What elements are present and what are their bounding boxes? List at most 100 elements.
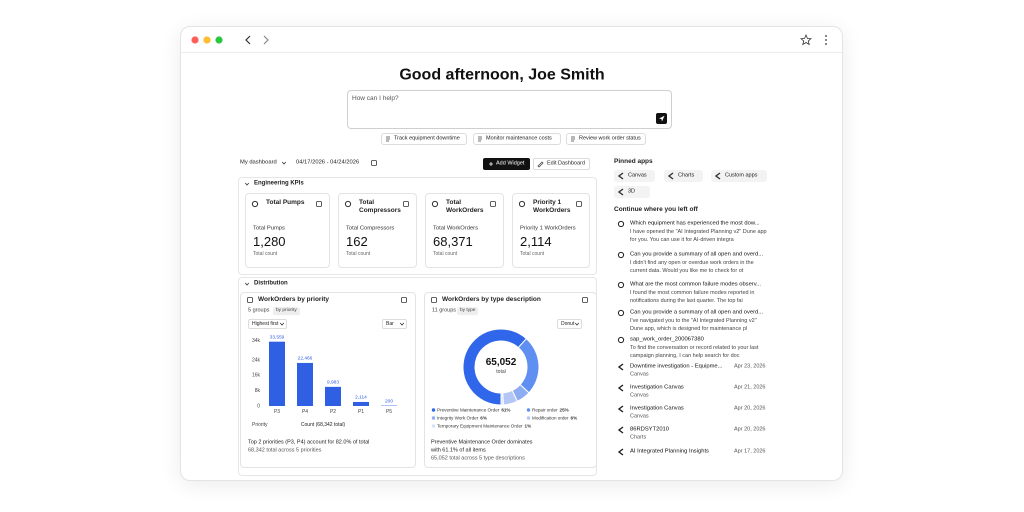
conversation-title: Which equipment has experienced the most…	[630, 220, 760, 227]
conversation-title: What are the most common failure modes o…	[630, 281, 762, 288]
add-widget-button[interactable]	[483, 158, 530, 170]
legend-value: 6%	[570, 415, 578, 421]
legend-entry: Integrity Work Order 6%	[437, 415, 487, 421]
suggestion-text: Monitor maintenance costs	[486, 135, 552, 142]
add-widget-label: Add Widget	[496, 160, 525, 167]
dropdown-label: Bar	[386, 321, 394, 327]
pinned-app-label: Custom apps	[725, 172, 758, 179]
item-date: Apr 23, 2026	[734, 363, 766, 370]
item-app: Canvas	[630, 371, 649, 378]
item-date: Apr 20, 2026	[734, 405, 766, 412]
legend-name: Temporary Equipment Maintenance Order	[437, 423, 523, 429]
conversation-snippet: To find the conversation or record relat…	[630, 345, 759, 359]
kpi-card[interactable]	[338, 193, 417, 268]
widget-note: Top 2 priorities (P3, P4) account for 82…	[248, 439, 370, 446]
kpi-card[interactable]	[245, 193, 330, 268]
send-button[interactable]	[656, 113, 667, 124]
prompt-box[interactable]	[347, 90, 672, 129]
donut-center-value: 65,052	[485, 357, 517, 368]
legend-entry: Modification order 6%	[532, 415, 577, 421]
suggestion-chip[interactable]	[381, 133, 467, 145]
conversation-title: Can you provide a summary of all open an…	[630, 251, 764, 258]
item-date: Apr 17, 2026	[734, 448, 766, 455]
section-title: Engineering KPIs	[254, 180, 304, 187]
edit-dashboard-button[interactable]	[533, 158, 590, 170]
conversation-snippet: I didn't find any open or overdue work o…	[630, 260, 754, 274]
item-app: Canvas	[630, 392, 649, 399]
item-app: Charts	[630, 434, 647, 441]
kpi-footer: Total count	[253, 251, 278, 257]
kpi-title: Total Compressors	[359, 199, 401, 214]
kpi-label: Total Compressors	[346, 225, 395, 232]
legend-name: Preventive Maintenance Order	[437, 407, 500, 413]
legend-value: 61%	[501, 407, 511, 413]
x-axis-title: Priority	[252, 422, 268, 428]
sidebar-heading: Pinned apps	[614, 158, 653, 166]
widget	[240, 292, 416, 468]
widget-subtitle: 5 groups	[248, 307, 270, 314]
dropdown-label: Highest first	[252, 321, 279, 327]
pinned-app-label: Canvas	[628, 172, 647, 179]
pinned-app[interactable]	[614, 170, 655, 182]
toolbar-divider	[181, 52, 842, 53]
kpi-title: Priority 1 WorkOrders	[533, 199, 571, 214]
dashboard-select: My dashboard	[240, 159, 277, 166]
widget-title: WorkOrders by priority	[258, 296, 330, 304]
prompt-placeholder: How can I help?	[352, 95, 399, 103]
kpi-value: 162	[346, 234, 368, 250]
item-title: AI Integrated Planning Insights	[630, 448, 709, 455]
suggestion-chip[interactable]	[473, 133, 561, 145]
item-date: Apr 21, 2026	[734, 384, 766, 391]
pinned-app[interactable]	[664, 170, 703, 182]
legend-entry: Preventive Maintenance Order 61%	[437, 407, 511, 413]
group-tag: by priority	[273, 307, 300, 315]
item-title: 86RDSYT2010	[630, 426, 669, 433]
pinned-app-label: 3D	[628, 188, 636, 195]
dropdown[interactable]	[382, 319, 407, 329]
suggestion-chip[interactable]	[566, 133, 646, 145]
widget-note: with 61.1% of all items	[431, 447, 486, 454]
edit-dashboard-label: Edit Dashboard	[547, 160, 585, 167]
kpi-footer: Total count	[433, 251, 458, 257]
conversation-snippet: I've navigated you to the "AI Integrated…	[630, 318, 757, 332]
kpi-value: 2,114	[520, 234, 552, 250]
greeting: Good afternoon, Joe Smith	[399, 66, 605, 84]
item-title: Investigation Canvas	[630, 405, 684, 412]
donut-center-label: total	[496, 369, 506, 375]
item-title: Downtime investigation - Equipme...	[630, 363, 723, 370]
dropdown-label: Donut	[561, 321, 575, 327]
widget	[424, 292, 597, 468]
legend-name: Integrity Work Order	[437, 415, 479, 421]
conversation-snippet: I found the most common failure modes re…	[630, 290, 755, 304]
sidebar-heading: Continue where you left off	[614, 206, 698, 214]
suggestion-text: Track equipment downtime	[394, 135, 460, 142]
dropdown[interactable]	[557, 319, 582, 329]
legend-name: Repair order	[532, 407, 558, 413]
kpi-footer: Total count	[520, 251, 545, 257]
kpi-title: Total WorkOrders	[446, 199, 484, 214]
widget-note: 68,342 total across 5 priorities	[248, 447, 322, 454]
widget-note: 65,052 total across 5 type descriptions	[431, 455, 525, 462]
kpi-title: Total Pumps	[266, 199, 305, 206]
conversation-snippet: I have opened the "AI Integrated Plannin…	[630, 229, 767, 243]
legend-name: Modification order	[532, 415, 569, 421]
dropdown[interactable]	[248, 319, 287, 329]
widget-note: Preventive Maintenance Order dominates	[431, 439, 533, 446]
kpi-card[interactable]	[425, 193, 504, 268]
section-title: Distribution	[254, 280, 288, 287]
legend-entry: Temporary Equipment Maintenance Order 1%	[437, 423, 531, 429]
kpi-card[interactable]	[512, 193, 590, 268]
conversation-title: Can you provide a summary of all open an…	[630, 309, 764, 316]
widget-title: WorkOrders by type description	[442, 296, 541, 304]
pinned-app-label: Charts	[678, 172, 695, 179]
legend-value: 25%	[559, 407, 569, 413]
pinned-app[interactable]	[711, 170, 767, 182]
kpi-section	[238, 177, 597, 275]
conversation-title: sap_work_order_200067380	[630, 336, 704, 343]
legend-value: 6%	[480, 415, 487, 421]
kpi-footer: Total count	[346, 251, 371, 257]
legend-value: 1%	[524, 423, 532, 429]
item-title: Investigation Canvas	[630, 384, 684, 391]
kpi-value: 1,280	[253, 234, 286, 250]
